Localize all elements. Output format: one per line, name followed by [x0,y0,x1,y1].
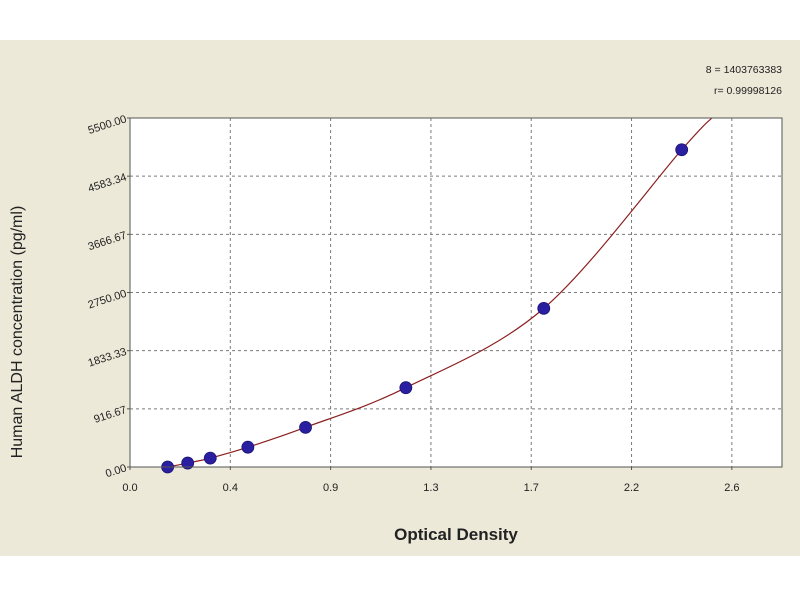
y-tick-label: 0.00 [104,462,128,480]
x-axis-title: Optical Density [394,525,518,544]
y-tick-label: 2750.00 [87,288,129,312]
x-tick-label: 0.9 [323,482,338,494]
y-tick-label: 4583.34 [87,171,129,195]
fit-curve [167,117,713,468]
x-tick-label: 0.0 [122,482,137,494]
data-points [161,143,689,474]
fit-stat-label-1: 8 = 1403763383 [706,64,782,76]
data-point [675,143,689,157]
x-tick-label: 0.4 [223,482,238,494]
y-tick-labels: 0.00 916.67 1833.33 2750.00 3666.67 4583.34 55… [87,113,130,480]
fit-curve-group [167,117,713,468]
data-point [181,456,195,470]
y-tick-label: 5500.00 [87,113,129,137]
data-point [399,381,413,395]
x-tick-label: 2.2 [624,482,639,494]
data-point [299,420,312,434]
y-tick-label: 1833.33 [87,346,129,370]
fit-stat-label-2: r= 0.99998126 [714,85,782,97]
grid [130,117,782,467]
data-point [203,451,217,465]
data-point [241,440,255,454]
chart: 0.00 916.67 1833.33 2750.00 3666.67 4583.34 55… [9,64,783,544]
y-tick-label: 916.67 [92,404,128,426]
y-axis-title: Human ALDH concentration (pg/ml) [9,206,26,459]
chart-panel: 0.00 916.67 1833.33 2750.00 3666.67 4583.34 55… [0,40,800,556]
x-tick-label: 2.6 [724,482,739,494]
x-tick-label: 1.3 [423,482,438,494]
x-tick-labels: 0.0 0.4 0.9 1.3 1.7 2.2 2.6 [122,467,739,494]
x-tick-label: 1.7 [524,482,539,494]
y-tick-label: 3666.67 [87,230,129,254]
data-point [537,301,551,315]
